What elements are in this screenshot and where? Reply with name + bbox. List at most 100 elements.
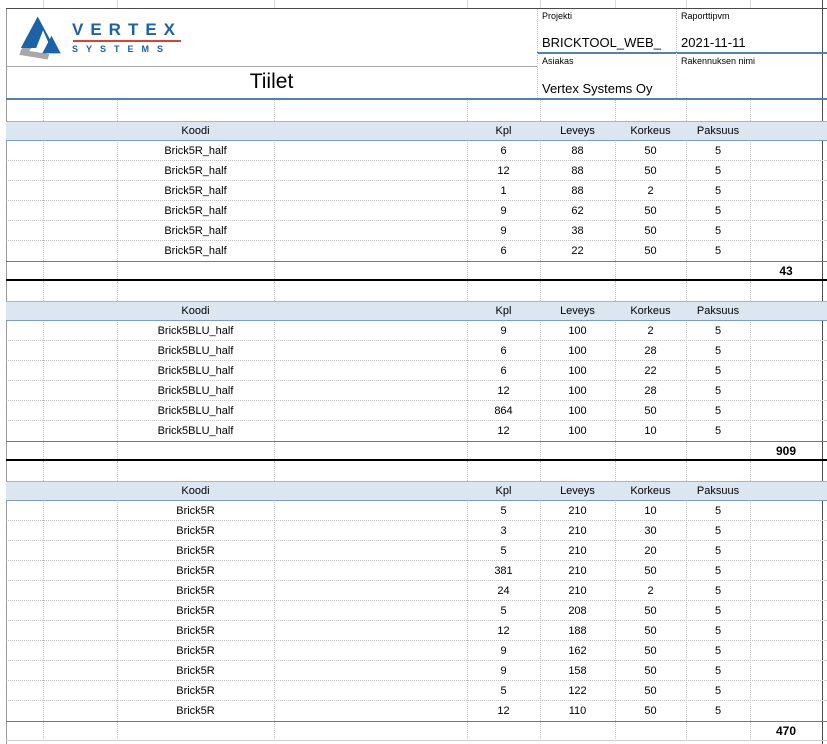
grid-line <box>274 301 275 461</box>
table-row: Brick5BLU_half 864 100 50 5 <box>6 401 827 421</box>
title-row: Tiilet <box>6 67 537 98</box>
cell-koodi: Brick5R_half <box>164 245 227 257</box>
cell-korkeus: 10 <box>644 425 657 437</box>
brand-subtitle: SYSTEMS <box>72 44 172 54</box>
cell-korkeus: 50 <box>644 245 657 257</box>
cell-leveys: 38 <box>571 224 584 237</box>
total-row: 909 <box>6 441 827 461</box>
column-header-korkeus: Korkeus <box>630 125 671 137</box>
grid-line <box>615 121 616 281</box>
cell-paksuus: 5 <box>714 684 722 697</box>
cell-kpl: 5 <box>500 604 507 617</box>
raporttipvm-label: Raporttipvm <box>681 11 730 21</box>
cell-leveys: 62 <box>571 204 584 217</box>
cell-korkeus: 2 <box>647 184 654 197</box>
header-divider <box>676 9 677 98</box>
print-area-left-border <box>6 8 7 744</box>
column-header-kpl: Kpl <box>495 125 512 137</box>
cell-kpl: 24 <box>497 584 510 597</box>
cell-koodi: Brick5R <box>176 524 215 537</box>
cell-kpl: 12 <box>497 384 510 397</box>
cell-korkeus: 50 <box>644 564 657 577</box>
cell-paksuus: 5 <box>714 404 722 417</box>
grid-line <box>274 481 275 741</box>
cell-paksuus: 5 <box>714 624 722 637</box>
table-row: Brick5R 5 210 20 5 <box>6 541 827 561</box>
brand-name: VERTEX <box>72 20 183 39</box>
cell-koodi: Brick5R <box>176 664 215 677</box>
table-row: Brick5R 5 208 50 5 <box>6 601 827 621</box>
table-section: Koodi Kpl Leveys Korkeus Paksuus Brick5BLU_ha… <box>6 301 827 461</box>
cell-kpl: 9 <box>500 324 507 337</box>
cell-korkeus: 2 <box>647 584 654 597</box>
rakennuksen-nimi-cell: Rakennuksen nimi <box>676 54 827 98</box>
asiakas-label: Asiakas <box>542 56 574 66</box>
column-header-koodi: Koodi <box>181 485 210 497</box>
grid-line <box>467 121 468 281</box>
cell-leveys: 210 <box>568 584 587 597</box>
total-row: 470 <box>6 721 827 741</box>
grid-line <box>686 121 687 281</box>
header-row-1: Projekti BRICKTOOL_WEB_ Raporttipvm 2021… <box>537 9 827 54</box>
table-row: Brick5R_half 6 22 50 5 <box>6 241 827 261</box>
cell-kpl: 3 <box>500 524 507 537</box>
table-row: Brick5R 5 122 50 5 <box>6 681 827 701</box>
cell-kpl: 5 <box>500 544 507 557</box>
cell-korkeus: 50 <box>644 624 657 637</box>
brand-rule <box>73 40 181 42</box>
cell-koodi: Brick5R <box>176 584 215 597</box>
cell-leveys: 88 <box>571 164 584 177</box>
table-row: Brick5BLU_half 6 100 22 5 <box>6 361 827 381</box>
table-row: Brick5R 9 162 50 5 <box>6 641 827 661</box>
cell-paksuus: 5 <box>714 564 722 577</box>
page-title: Tiilet <box>249 70 294 93</box>
grid-line <box>686 100 687 121</box>
cell-paksuus: 5 <box>714 425 722 437</box>
cell-korkeus: 10 <box>644 504 657 517</box>
grid-line-stub <box>750 0 751 8</box>
table-row: Brick5R 24 210 2 5 <box>6 581 827 601</box>
table-row: Brick5R_half 9 62 50 5 <box>6 201 827 221</box>
grid-line <box>43 481 44 741</box>
table-rows: Brick5R 5 210 10 5 Brick5R 3 210 30 5 Brick5R 5 210 2… <box>6 501 827 721</box>
total-value: 43 <box>779 263 793 278</box>
cell-leveys: 100 <box>568 384 587 397</box>
total-row: 43 <box>6 261 827 281</box>
table-row: Brick5R_half 12 88 50 5 <box>6 161 827 181</box>
cell-leveys: 188 <box>568 624 587 637</box>
cell-korkeus: 50 <box>644 664 657 677</box>
cell-leveys: 210 <box>568 564 587 577</box>
column-header-koodi: Koodi <box>181 125 210 137</box>
cell-paksuus: 5 <box>714 544 722 557</box>
spacer-row <box>6 100 827 121</box>
grid-line-stub <box>43 0 44 8</box>
column-header-leveys: Leveys <box>560 305 595 317</box>
grid-line-stub <box>615 0 616 8</box>
table-section: Koodi Kpl Leveys Korkeus Paksuus Brick5R_half… <box>6 121 827 281</box>
cell-kpl: 5 <box>500 684 507 697</box>
table-row: Brick5R 12 110 50 5 <box>6 701 827 721</box>
grid-line <box>467 281 468 301</box>
table-row: Brick5BLU_half 12 100 28 5 <box>6 381 827 401</box>
cell-korkeus: 50 <box>644 224 657 237</box>
grid-line-stub <box>274 0 275 8</box>
column-header-paksuus: Paksuus <box>696 305 740 317</box>
cell-korkeus: 50 <box>644 204 657 217</box>
cell-paksuus: 5 <box>714 664 722 677</box>
cell-koodi: Brick5R_half <box>164 224 227 237</box>
column-header-kpl: Kpl <box>495 485 512 497</box>
cell-kpl: 12 <box>497 164 510 177</box>
grid-line <box>615 461 616 481</box>
table-row: Brick5R_half 9 38 50 5 <box>6 221 827 241</box>
cell-kpl: 12 <box>497 425 510 437</box>
projekti-cell: Projekti BRICKTOOL_WEB_ <box>537 9 676 52</box>
spacer-row <box>6 461 827 481</box>
cell-leveys: 110 <box>568 705 587 717</box>
table-row: Brick5R_half 1 88 2 5 <box>6 181 827 201</box>
cell-paksuus: 5 <box>714 604 722 617</box>
table-row: Brick5BLU_half 9 100 2 5 <box>6 321 827 341</box>
cell-koodi: Brick5R_half <box>164 164 227 177</box>
cell-paksuus: 5 <box>714 324 722 337</box>
cell-koodi: Brick5BLU_half <box>157 324 234 337</box>
